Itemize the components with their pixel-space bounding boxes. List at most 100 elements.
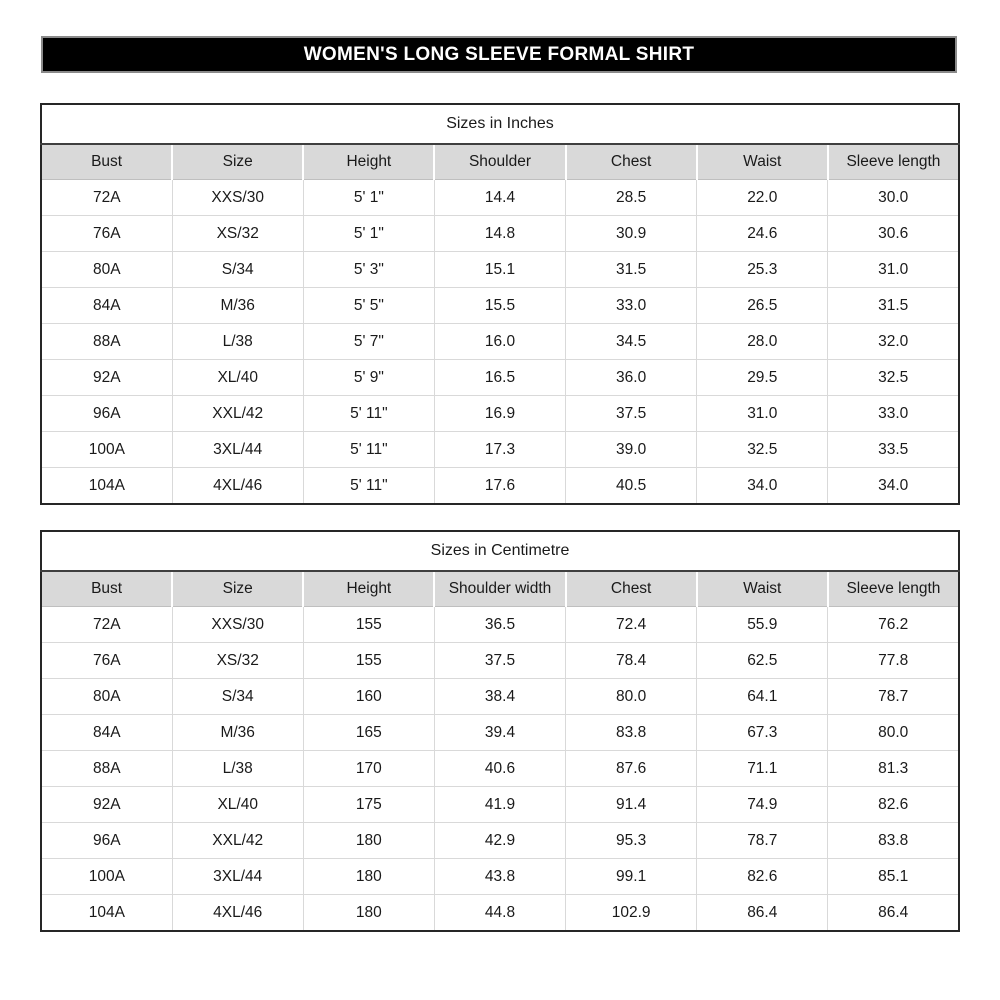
- table-cell: 77.8: [827, 642, 959, 679]
- table-row: 72A XXS/30 5' 1" 14.4 28.5 22.0 30.0: [41, 179, 959, 216]
- table-cell: XL/40: [171, 786, 304, 823]
- table-cell: 72.4: [565, 606, 697, 643]
- table-cell: 14.8: [433, 215, 566, 252]
- table-cell: 81.3: [827, 750, 959, 787]
- table-cell: 14.4: [433, 179, 566, 216]
- table-cell: 80.0: [827, 714, 959, 751]
- table-cell: 34.0: [696, 467, 828, 504]
- table-cell: 96A: [41, 822, 173, 859]
- table-cell: 87.6: [565, 750, 697, 787]
- table-row: 96A XXL/42 180 42.9 95.3 78.7 83.8: [41, 822, 959, 859]
- table-cell: M/36: [171, 287, 304, 324]
- table-cell: L/38: [171, 750, 304, 787]
- table-cell: 16.0: [433, 323, 566, 360]
- table-cell: 32.0: [827, 323, 959, 360]
- table-cell: 160: [302, 678, 435, 715]
- table-title-row: Sizes in Inches: [41, 104, 959, 145]
- table-row: 92A XL/40 175 41.9 91.4 74.9 82.6: [41, 786, 959, 823]
- table-cell: 31.5: [565, 251, 697, 288]
- table-cell: 43.8: [433, 858, 566, 895]
- table-cell: 170: [302, 750, 435, 787]
- product-title-banner: WOMEN'S LONG SLEEVE FORMAL SHIRT: [41, 36, 957, 73]
- table-cell: 180: [302, 822, 435, 859]
- table-cell: 16.9: [433, 395, 566, 432]
- table-row: 104A 4XL/46 5' 11" 17.6 40.5 34.0 34.0: [41, 467, 959, 504]
- column-header: Size: [171, 144, 304, 180]
- table-row: 72A XXS/30 155 36.5 72.4 55.9 76.2: [41, 606, 959, 643]
- table-row: 104A 4XL/46 180 44.8 102.9 86.4 86.4: [41, 894, 959, 931]
- table-cell: 165: [302, 714, 435, 751]
- table-cell: 92A: [41, 786, 173, 823]
- table-row: 76A XS/32 155 37.5 78.4 62.5 77.8: [41, 642, 959, 679]
- table-cell: 64.1: [696, 678, 828, 715]
- table-cell: 5' 11": [302, 467, 435, 504]
- table-cell: XXS/30: [171, 179, 304, 216]
- table-cell: 31.0: [827, 251, 959, 288]
- table-cell: 96A: [41, 395, 173, 432]
- column-header: Shoulder: [433, 144, 566, 180]
- table-row: 80A S/34 5' 3" 15.1 31.5 25.3 31.0: [41, 251, 959, 288]
- table-cell: 17.3: [433, 431, 566, 468]
- column-header: Chest: [564, 571, 697, 607]
- sizes-in-inches-table: Sizes in Inches Bust Size Height Shoulder Che…: [40, 103, 960, 505]
- sizes-in-centimetre-table: Sizes in Centimetre Bust Size Height Shoulde…: [40, 530, 960, 932]
- table-cell: 95.3: [565, 822, 697, 859]
- table-cell: 33.5: [827, 431, 959, 468]
- column-header: Sleeve length: [826, 144, 959, 180]
- column-header: Height: [302, 571, 435, 607]
- table-cell: 88A: [41, 323, 173, 360]
- table-cell: XS/32: [171, 215, 304, 252]
- table-cell: 32.5: [696, 431, 828, 468]
- column-header: Bust: [41, 144, 173, 180]
- column-header: Waist: [695, 144, 828, 180]
- table-cell: 24.6: [696, 215, 828, 252]
- table-cell: 5' 11": [302, 431, 435, 468]
- table-cell: 5' 1": [302, 179, 435, 216]
- table-row: 92A XL/40 5' 9" 16.5 36.0 29.5 32.5: [41, 359, 959, 396]
- table-cell: 80.0: [565, 678, 697, 715]
- table-cell: 40.6: [433, 750, 566, 787]
- table-cell: 82.6: [696, 858, 828, 895]
- table-row: 76A XS/32 5' 1" 14.8 30.9 24.6 30.6: [41, 215, 959, 252]
- table-cell: 92A: [41, 359, 173, 396]
- table-cell: XXS/30: [171, 606, 304, 643]
- table-cell: 76A: [41, 642, 173, 679]
- table-cell: 33.0: [827, 395, 959, 432]
- table-cell: 80A: [41, 678, 173, 715]
- table-title: Sizes in Inches: [41, 104, 959, 145]
- table-cell: 175: [302, 786, 435, 823]
- table-cell: 3XL/44: [171, 431, 304, 468]
- column-header: Size: [171, 571, 304, 607]
- table-cell: 86.4: [827, 894, 959, 931]
- table-cell: 100A: [41, 858, 173, 895]
- table-cell: 39.4: [433, 714, 566, 751]
- table-cell: L/38: [171, 323, 304, 360]
- table-cell: 55.9: [696, 606, 828, 643]
- table-cell: 83.8: [565, 714, 697, 751]
- table-cell: 88A: [41, 750, 173, 787]
- table-cell: 33.0: [565, 287, 697, 324]
- table-cell: 155: [302, 642, 435, 679]
- table-cell: 86.4: [696, 894, 828, 931]
- table-cell: 42.9: [433, 822, 566, 859]
- table-cell: XXL/42: [171, 395, 304, 432]
- table-row: 88A L/38 170 40.6 87.6 71.1 81.3: [41, 750, 959, 787]
- table-row: 88A L/38 5' 7" 16.0 34.5 28.0 32.0: [41, 323, 959, 360]
- table-cell: 5' 5": [302, 287, 435, 324]
- table-row: 84A M/36 165 39.4 83.8 67.3 80.0: [41, 714, 959, 751]
- table-cell: 31.0: [696, 395, 828, 432]
- table-cell: 80A: [41, 251, 173, 288]
- table-cell: 84A: [41, 287, 173, 324]
- table-row: 80A S/34 160 38.4 80.0 64.1 78.7: [41, 678, 959, 715]
- product-title: WOMEN'S LONG SLEEVE FORMAL SHIRT: [303, 43, 695, 65]
- table-cell: XS/32: [171, 642, 304, 679]
- table-cell: XXL/42: [171, 822, 304, 859]
- table-cell: 30.9: [565, 215, 697, 252]
- column-header: Sleeve length: [826, 571, 959, 607]
- table-cell: 155: [302, 606, 435, 643]
- column-header: Bust: [41, 571, 173, 607]
- table-title: Sizes in Centimetre: [41, 531, 959, 572]
- table-cell: 5' 1": [302, 215, 435, 252]
- table-cell: 29.5: [696, 359, 828, 396]
- table-cell: 84A: [41, 714, 173, 751]
